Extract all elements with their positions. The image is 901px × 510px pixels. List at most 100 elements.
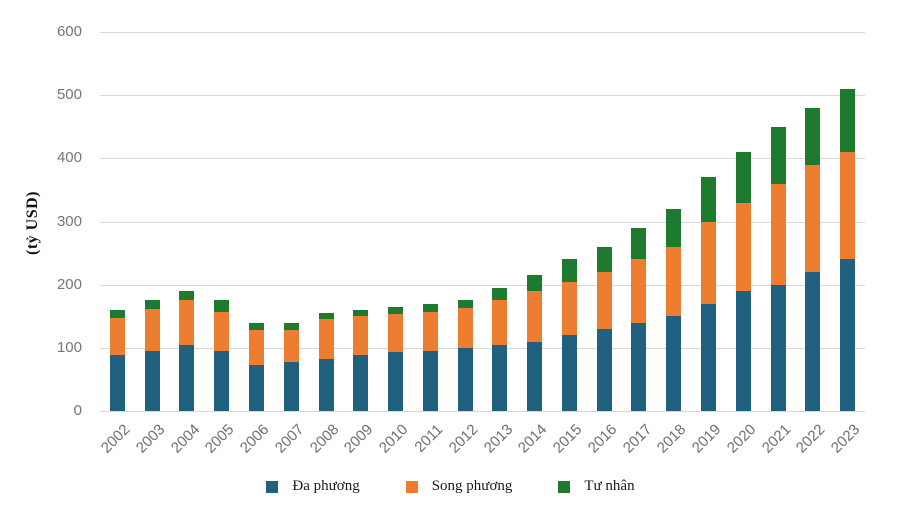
bar-segment (214, 300, 230, 312)
bar-segment (422, 303, 438, 312)
bar-stack-2016 (596, 32, 612, 411)
x-tick-label: 2003 (132, 421, 169, 457)
bar-segment (596, 328, 612, 411)
y-tick-label: 0 (73, 402, 82, 419)
x-tick-label: 2011 (411, 421, 447, 456)
x-tick-label: 2005 (202, 421, 238, 457)
gridline (100, 411, 865, 412)
bar-stack-2013 (492, 32, 508, 411)
bar-segment (109, 309, 125, 318)
bar-segment (457, 347, 473, 411)
x-tick-label: 2006 (236, 421, 273, 457)
gridline (100, 284, 865, 286)
bar-segment (457, 308, 473, 348)
bar-segment (735, 290, 751, 411)
bar-segment (561, 281, 577, 336)
bar-segment (214, 351, 230, 411)
bar-stack-2006 (248, 32, 264, 411)
bar-segment (353, 309, 369, 317)
bar-segment (283, 361, 299, 411)
bar-segment (144, 351, 160, 411)
bar-segment (109, 317, 125, 356)
bar-stack-2009 (353, 32, 369, 411)
bar-stack-2007 (283, 32, 299, 411)
legend-swatch-square-icon (558, 480, 571, 493)
bar-segment (666, 208, 682, 247)
x-tick-label: 2010 (375, 421, 412, 457)
bar-segment (353, 355, 369, 411)
bar-segment (144, 308, 160, 351)
x-tick-label: 2008 (306, 421, 343, 457)
bar-segment (248, 322, 264, 331)
x-tick-label: 2002 (97, 421, 134, 457)
bar-segment (805, 164, 821, 273)
x-tick-label: 2016 (584, 421, 621, 457)
x-tick-label: 2012 (445, 421, 482, 457)
plot-area (100, 32, 865, 412)
bar-segment (527, 275, 543, 291)
bar-stack-2023 (840, 32, 856, 411)
bar-segment (527, 291, 543, 342)
bar-stack-2012 (457, 32, 473, 411)
bar-stack-2015 (561, 32, 577, 411)
gridline (100, 95, 865, 97)
bar-segment (457, 300, 473, 309)
bar-segment (179, 300, 195, 345)
legend-item-song-phuong: Song phương (405, 478, 512, 495)
bar-stack-2003 (144, 32, 160, 411)
legend-label: Đa phương (292, 478, 360, 494)
bar-segment (248, 364, 264, 411)
gridline (100, 347, 865, 349)
bar-stack-2021 (770, 32, 786, 411)
x-tick-label: 2020 (723, 421, 760, 457)
bar-segment (109, 355, 125, 411)
bar-stack-2011 (422, 32, 438, 411)
gridline (100, 32, 865, 33)
bar-stack-2022 (805, 32, 821, 411)
bar-segment (770, 126, 786, 184)
bar-segment (805, 272, 821, 411)
bar-stack-2018 (666, 32, 682, 411)
x-tick-label: 2017 (619, 421, 655, 457)
x-tick-label: 2004 (167, 421, 203, 457)
bar-segment (596, 246, 612, 273)
bar-stack-2008 (318, 32, 334, 411)
legend-item-tu-nhan: Tư nhân (558, 478, 635, 495)
bar-segment (840, 259, 856, 411)
x-tick-label: 2009 (341, 421, 377, 457)
bar-segment (492, 300, 508, 345)
bar-segment (492, 344, 508, 411)
bar-segment (840, 152, 856, 260)
bar-segment (666, 246, 682, 317)
bar-segment (527, 341, 543, 411)
bar-segment (283, 322, 299, 331)
bar-stack-2010 (388, 32, 404, 411)
x-tick-label: 2022 (793, 421, 829, 457)
bar-segment (214, 311, 230, 351)
legend-item-da-phuong: Đa phương (266, 478, 360, 495)
gridline (100, 221, 865, 223)
bar-segment (353, 316, 369, 356)
bar-segment (492, 287, 508, 301)
legend: Đa phương Song phương Tư nhân (0, 478, 901, 495)
x-tick-label: 2023 (828, 421, 864, 457)
bar-segment (179, 344, 195, 411)
y-tick-label: 400 (56, 149, 82, 167)
bar-segment (388, 306, 404, 315)
bar-segment (770, 183, 786, 285)
y-tick-label: 200 (56, 275, 82, 293)
bar-segment (735, 152, 751, 203)
bar-segment (561, 335, 577, 411)
bar-segment (631, 322, 647, 411)
bar-segment (318, 319, 334, 359)
bar-segment (179, 291, 195, 301)
legend-swatch-square-icon (405, 480, 418, 493)
bar-segment (318, 358, 334, 411)
x-tick-label: 2018 (654, 421, 690, 457)
bar-stack-2002 (109, 32, 125, 411)
x-tick-label: 2014 (515, 421, 551, 457)
bar-segment (422, 311, 438, 351)
bar-stack-2019 (701, 32, 717, 411)
bar-segment (388, 352, 404, 411)
